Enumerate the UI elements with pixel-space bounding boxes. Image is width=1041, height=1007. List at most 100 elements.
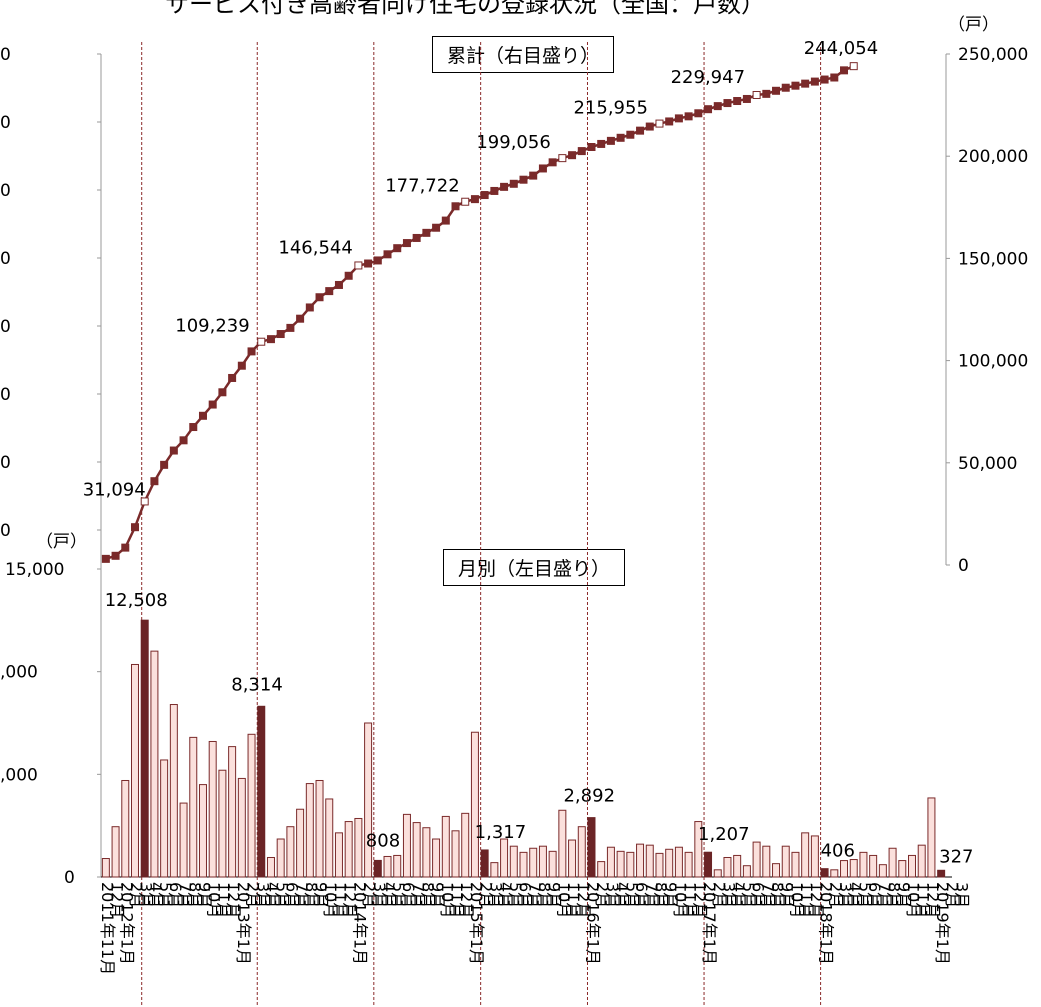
x-tick-label: 9月	[894, 882, 913, 908]
cumulative-data-label: 244,054	[804, 38, 878, 59]
cumulative-point	[198, 411, 207, 420]
x-tick-label: 5月	[855, 882, 874, 908]
x-tick-label: 5月	[389, 882, 408, 908]
cumulative-point	[606, 136, 615, 145]
x-tick-label: 3月	[719, 882, 738, 908]
cumulative-point	[626, 130, 635, 139]
x-tick-label: 3月	[603, 882, 622, 908]
cumulative-point	[597, 139, 606, 148]
cumulative-point	[665, 117, 674, 126]
cumulative-point	[218, 388, 227, 397]
cumulative-point	[801, 79, 810, 88]
x-tick-label: 7月	[642, 882, 661, 908]
cumulative-point	[179, 436, 188, 445]
cumulative-point	[742, 94, 751, 103]
monthly-bar	[150, 650, 159, 878]
cumulative-point	[616, 133, 625, 142]
cumulative-point	[140, 497, 149, 506]
monthly-bar	[606, 846, 615, 878]
monthly-bar	[500, 838, 509, 878]
monthly-bar	[198, 784, 207, 878]
monthly-bar	[237, 777, 246, 878]
x-tick-label: 12月	[807, 882, 826, 918]
x-tick-label: 2017年1月	[700, 882, 719, 965]
x-tick-label: 9月	[428, 882, 447, 908]
monthly-bar	[742, 865, 751, 878]
x-tick-label: 11月	[797, 882, 816, 918]
cumulative-point	[636, 126, 645, 135]
monthly-bar	[383, 855, 392, 878]
monthly-bar	[111, 826, 120, 878]
monthly-bar	[655, 852, 664, 878]
monthly-bar	[694, 821, 703, 878]
monthly-data-label: 1,317	[475, 822, 527, 843]
monthly-bar	[674, 846, 683, 878]
x-tick-label: 2月	[127, 882, 146, 908]
cumulative-point	[820, 75, 829, 84]
monthly-bar	[529, 847, 538, 878]
monthly-bar	[849, 859, 858, 878]
x-tick-label: 2018年1月	[817, 882, 836, 965]
cumulative-point	[354, 261, 363, 270]
monthly-bar	[645, 844, 654, 878]
cumulative-point	[364, 259, 373, 268]
x-tick-label: 9月	[195, 882, 214, 908]
cumulative-point	[509, 179, 518, 188]
monthly-bar	[937, 869, 946, 878]
monthly-data-label: 406	[821, 841, 855, 862]
monthly-bar	[218, 769, 227, 878]
cumulative-point	[519, 175, 528, 184]
monthly-bar	[286, 826, 295, 878]
x-tick-label: 6月	[399, 882, 418, 908]
monthly-bar	[364, 722, 373, 878]
cumulative-point	[772, 86, 781, 95]
x-tick-label: 2月	[477, 882, 496, 908]
monthly-bar	[713, 869, 722, 878]
monthly-bar	[636, 843, 645, 878]
monthly-bar	[305, 783, 314, 878]
x-tick-label: 5月	[273, 882, 292, 908]
cumulative-point	[237, 361, 246, 370]
cumulative-legend-box: 累計（右目盛り）	[432, 36, 615, 73]
cumulative-point	[480, 191, 489, 200]
x-tick-label: 9月	[545, 882, 564, 908]
monthly-bar	[189, 736, 198, 878]
x-tick-label: 2014年1月	[350, 882, 369, 965]
cumulative-point	[538, 164, 547, 173]
monthly-bar	[869, 854, 878, 878]
cumulative-point	[208, 400, 217, 409]
x-tick-label: 2月	[593, 882, 612, 908]
cumulative-point	[849, 62, 858, 71]
monthly-data-label: 1,207	[698, 824, 750, 845]
left-tick-label: ,000	[0, 663, 38, 683]
cumulative-point	[130, 523, 139, 532]
cumulative-data-label: 109,239	[175, 316, 249, 337]
monthly-bar	[733, 854, 742, 878]
cumulative-point	[713, 102, 722, 111]
x-tick-label: 4月	[846, 882, 865, 908]
x-tick-label: 2012年1月	[117, 882, 136, 965]
left-upper-tick-label: 0	[0, 181, 11, 201]
left-upper-tick-label: 0	[0, 45, 11, 65]
monthly-bar	[490, 862, 499, 878]
cumulative-point	[257, 337, 266, 346]
cumulative-point	[577, 147, 586, 156]
monthly-bar	[208, 740, 217, 878]
monthly-bar	[898, 860, 907, 878]
monthly-bar	[101, 858, 110, 878]
cumulative-point	[752, 90, 761, 99]
x-tick-label: 3月	[370, 882, 389, 908]
cumulative-point	[101, 554, 110, 563]
cumulative-point	[286, 323, 295, 332]
x-tick-label: 9月	[778, 882, 797, 908]
x-tick-label: 10月	[205, 882, 224, 918]
right-tick-label: 50,000	[958, 454, 1017, 474]
monthly-bar	[568, 839, 577, 878]
x-tick-label: 10月	[438, 882, 457, 918]
monthly-bar	[616, 850, 625, 878]
monthly-bar	[558, 809, 567, 878]
x-tick-label: 8月	[768, 882, 787, 908]
cumulative-point	[325, 287, 334, 296]
right-tick-label: 100,000	[958, 352, 1028, 372]
cumulative-point	[276, 330, 285, 339]
